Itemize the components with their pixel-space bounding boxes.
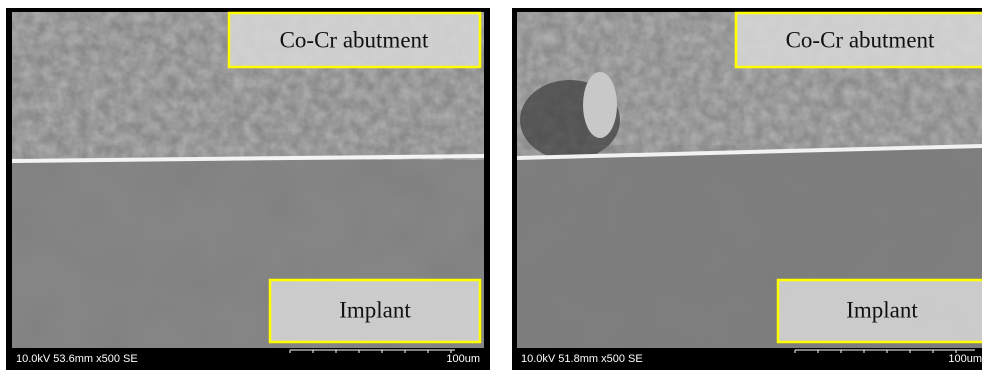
info-text: 10.0kV 53.6mm x500 SE	[16, 353, 138, 365]
figure: Co-Cr abutment Implant 10.0kV 53.6mm x50…	[0, 0, 982, 370]
scale-text: 100um	[446, 353, 480, 365]
particle	[583, 72, 617, 138]
scale-text: 100um	[948, 353, 982, 365]
label: Co-Cr abutment	[280, 27, 429, 52]
info-text: 10.0kV 51.8mm x500 SE	[521, 353, 643, 365]
label: Co-Cr abutment	[786, 27, 935, 52]
label: Implant	[846, 297, 918, 322]
panel-left: Co-Cr abutment Implant 10.0kV 53.6mm x50…	[6, 8, 490, 370]
panel-right: Co-Cr abutment Implant 10.0kV 51.8mm x50…	[512, 8, 982, 370]
label: Implant	[339, 297, 411, 322]
